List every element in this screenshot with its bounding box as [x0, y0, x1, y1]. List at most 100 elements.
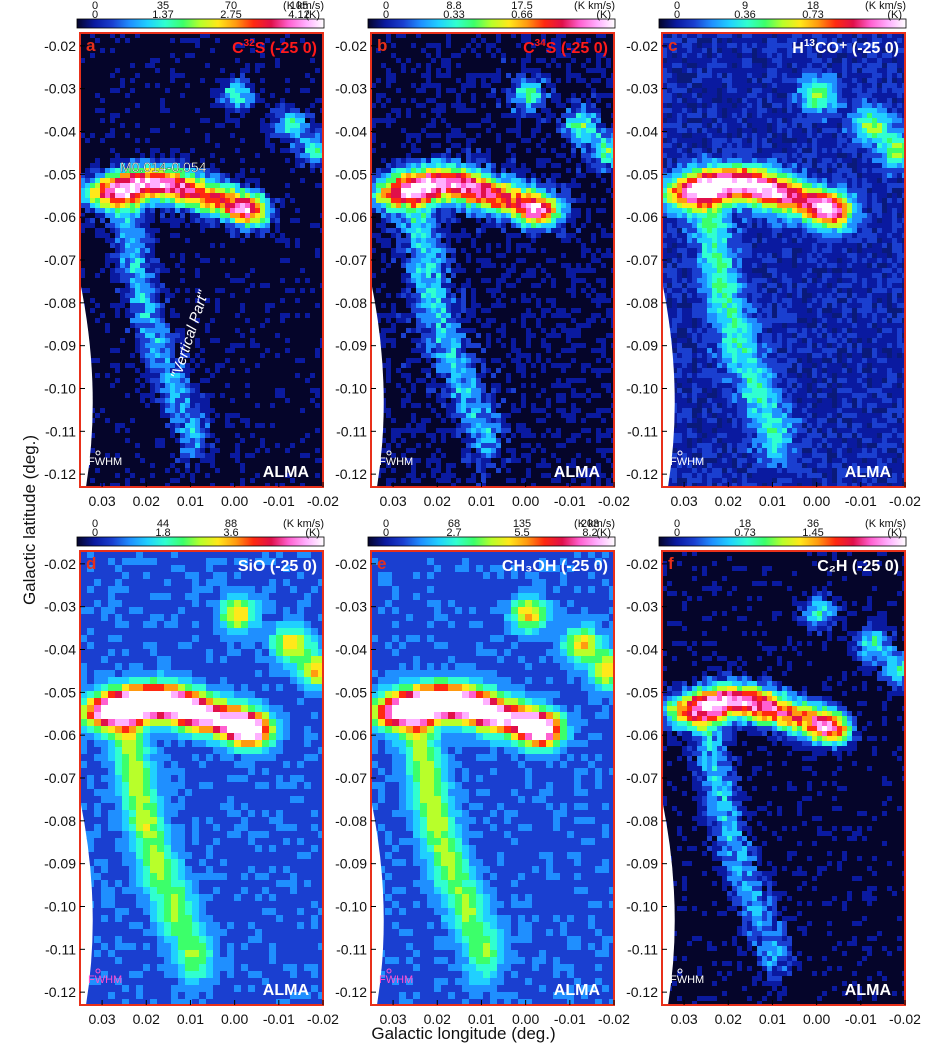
map-pixel	[852, 143, 857, 148]
map-pixel	[702, 118, 707, 123]
map-pixel	[767, 153, 772, 158]
map-pixel	[591, 153, 596, 158]
map-pixel	[486, 448, 491, 453]
map-pixel	[210, 408, 215, 413]
map-pixel	[466, 398, 471, 403]
map-pixel	[160, 333, 165, 338]
map-pixel	[732, 58, 737, 63]
map-pixel	[667, 83, 672, 88]
map-pixel	[100, 203, 105, 208]
map-pixel	[145, 348, 150, 353]
map-pixel	[421, 183, 426, 188]
map-pixel	[506, 178, 511, 183]
map-pixel	[847, 143, 852, 148]
map-pixel	[892, 93, 897, 98]
map-pixel	[95, 163, 100, 168]
map-pixel	[541, 73, 546, 78]
map-pixel	[235, 188, 240, 193]
map-pixel	[887, 73, 892, 78]
map-pixel	[105, 233, 110, 238]
map-pixel	[290, 443, 295, 448]
map-pixel	[411, 248, 416, 253]
map-pixel	[471, 303, 476, 308]
map-pixel	[777, 98, 782, 103]
map-pixel	[677, 158, 682, 163]
map-pixel	[411, 183, 416, 188]
map-pixel	[391, 178, 396, 183]
map-pixel	[687, 93, 692, 98]
map-pixel	[737, 108, 742, 113]
map-pixel	[471, 473, 476, 478]
map-pixel	[270, 118, 275, 123]
map-pixel	[386, 183, 391, 188]
map-pixel	[526, 473, 531, 478]
map-pixel	[250, 168, 255, 173]
map-pixel	[606, 313, 611, 318]
map-pixel	[446, 63, 451, 68]
map-pixel	[732, 53, 737, 58]
map-pixel	[170, 383, 175, 388]
map-pixel	[205, 398, 210, 403]
map-pixel	[496, 283, 501, 288]
map-pixel	[446, 293, 451, 298]
map-pixel	[456, 133, 461, 138]
map-pixel	[456, 153, 461, 158]
map-pixel	[436, 478, 441, 483]
map-pixel	[235, 278, 240, 283]
map-pixel	[300, 408, 305, 413]
map-pixel	[451, 338, 456, 343]
map-pixel	[521, 93, 526, 98]
map-pixel	[260, 443, 265, 448]
map-pixel	[240, 438, 245, 443]
map-pixel	[195, 178, 200, 183]
y-tick-label: -0.02	[335, 38, 367, 54]
map-pixel	[200, 228, 205, 233]
map-pixel	[687, 153, 692, 158]
map-pixel	[160, 188, 165, 193]
map-pixel	[110, 198, 115, 203]
alma-label: ALMA	[263, 464, 310, 481]
map-pixel	[115, 238, 120, 243]
map-pixel	[145, 138, 150, 143]
map-pixel	[677, 38, 682, 43]
map-pixel	[511, 233, 516, 238]
map-pixel	[606, 408, 611, 413]
map-pixel	[235, 78, 240, 83]
map-pixel	[857, 93, 862, 98]
map-pixel	[511, 168, 516, 173]
map-pixel	[426, 238, 431, 243]
map-pixel	[742, 128, 747, 133]
map-pixel	[461, 453, 466, 458]
map-pixel	[516, 103, 521, 108]
map-pixel	[521, 98, 526, 103]
map-pixel	[185, 433, 190, 438]
map-pixel	[451, 388, 456, 393]
map-pixel	[471, 363, 476, 368]
map-pixel	[175, 218, 180, 223]
map-pixel	[90, 168, 95, 173]
map-pixel	[556, 233, 561, 238]
map-pixel	[561, 398, 566, 403]
map-pixel	[431, 383, 436, 388]
map-pixel	[260, 188, 265, 193]
map-pixel	[120, 218, 125, 223]
map-pixel	[451, 283, 456, 288]
map-pixel	[265, 223, 270, 228]
map-pixel	[436, 208, 441, 213]
map-pixel	[476, 438, 481, 443]
map-pixel	[240, 308, 245, 313]
map-pixel	[521, 68, 526, 73]
map-pixel	[481, 453, 486, 458]
map-pixel	[200, 423, 205, 428]
map-pixel	[411, 478, 416, 483]
map-pixel	[802, 63, 807, 68]
map-pixel	[867, 68, 872, 73]
map-pixel	[601, 383, 606, 388]
map-pixel	[255, 193, 260, 198]
map-pixel	[160, 108, 165, 113]
map-pixel	[787, 38, 792, 43]
map-pixel	[205, 208, 210, 213]
map-pixel	[411, 313, 416, 318]
map-pixel	[416, 278, 421, 283]
map-pixel	[682, 128, 687, 133]
